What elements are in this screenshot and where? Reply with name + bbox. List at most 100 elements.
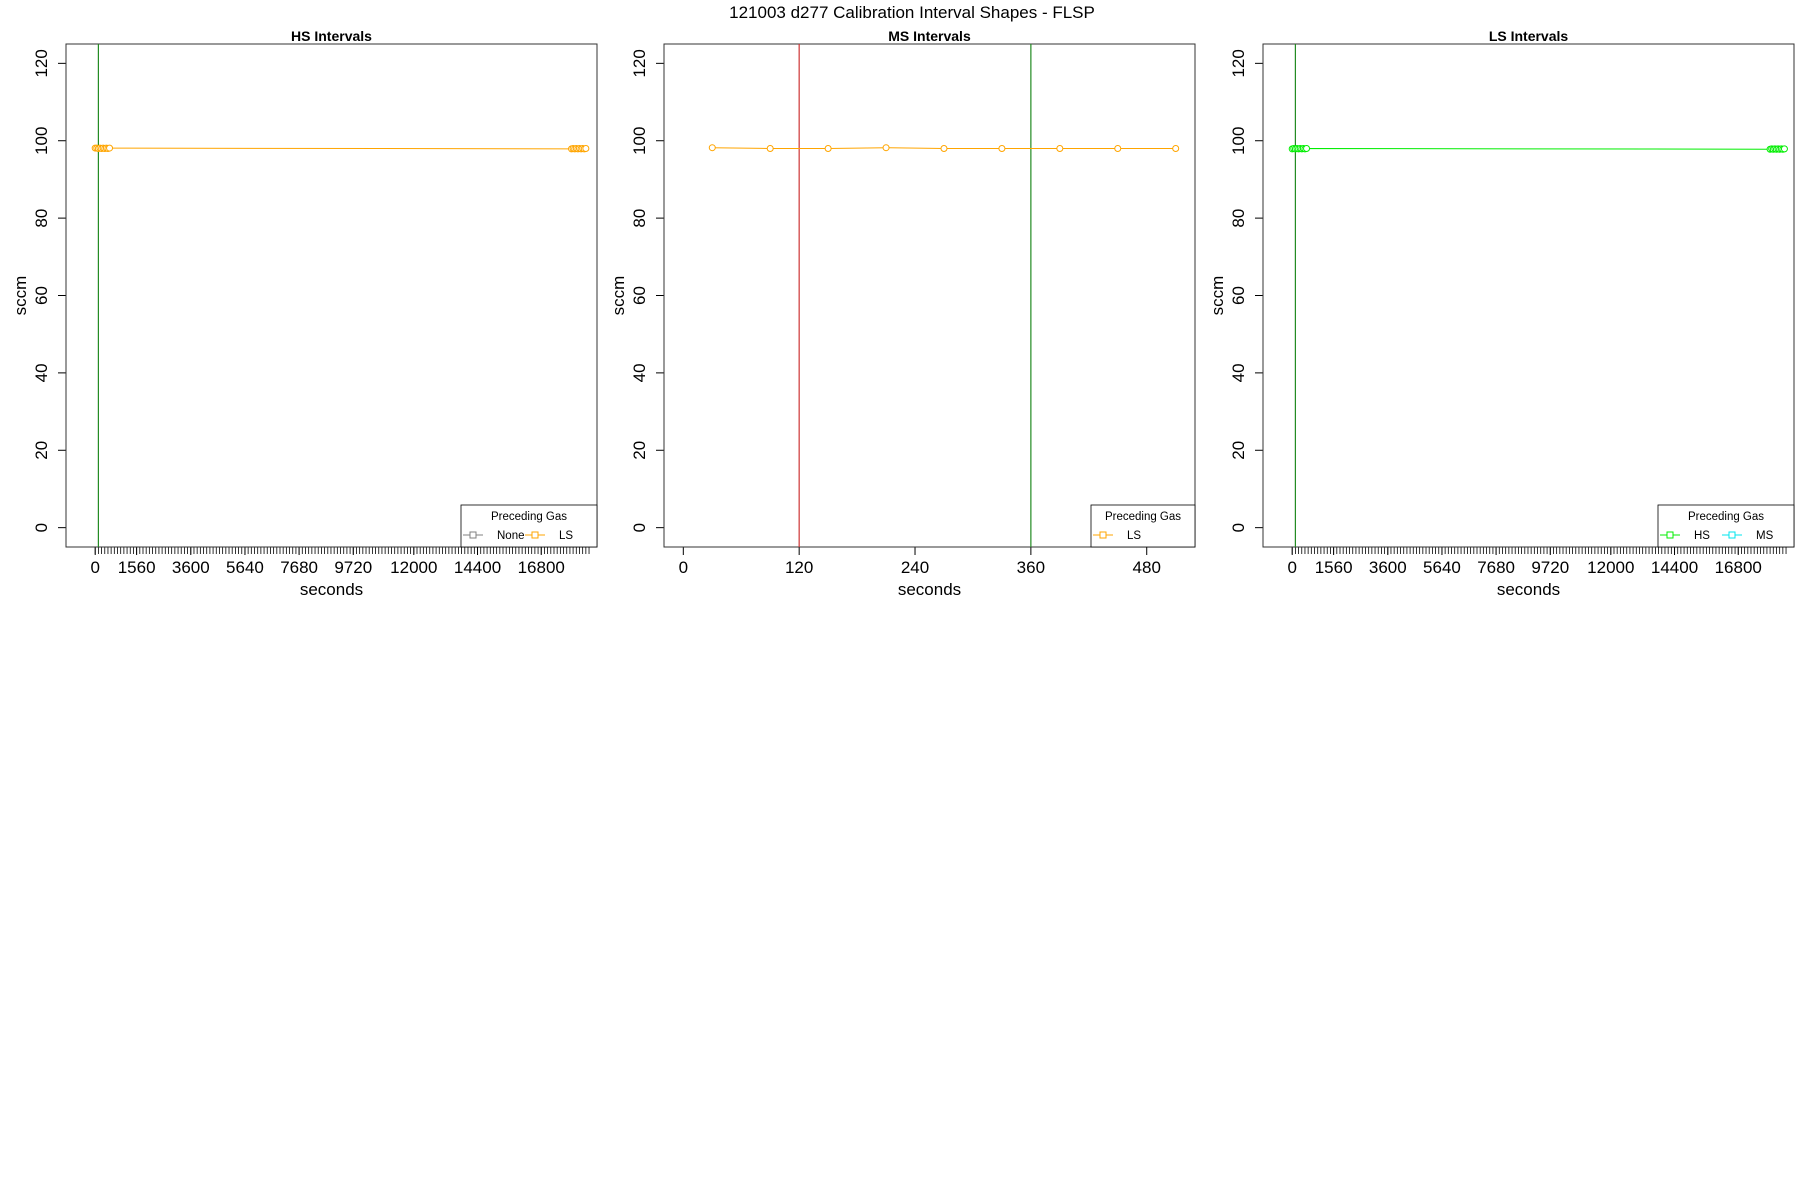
y-tick-label: 0 — [1229, 523, 1248, 532]
y-tick-label: 80 — [1229, 209, 1248, 228]
data-point — [766, 144, 774, 152]
y-tick-label: 20 — [630, 441, 649, 460]
legend-entry-label: None — [497, 530, 525, 542]
x-tick-label: 14400 — [1651, 558, 1698, 577]
x-axis-label: seconds — [898, 580, 961, 599]
plot-frame — [663, 43, 1196, 548]
y-tick-label: 120 — [1229, 49, 1248, 77]
legend-square-marker — [1728, 531, 1736, 539]
legend-entry-label: LS — [1127, 530, 1141, 542]
legend: Preceding Gas HS MS — [1657, 504, 1795, 548]
x-tick-label: 120 — [785, 558, 813, 577]
legend-entry-ls: LS — [1093, 530, 1141, 542]
data-point — [1056, 144, 1064, 152]
x-tick-label: 0 — [1287, 558, 1296, 577]
data-point — [1780, 145, 1788, 153]
x-tick-label: 240 — [901, 558, 929, 577]
chart-title: HS Intervals — [291, 28, 372, 44]
y-axis-label: sccm — [1208, 276, 1227, 316]
legend-entry-none: None — [463, 530, 525, 542]
x-tick-label: 16800 — [1715, 558, 1762, 577]
y-tick-label: 80 — [32, 209, 51, 228]
x-axis: 0 1560 3600 5640 7680 9720 12000 14400 16800 seco… — [1287, 546, 1787, 599]
x-axis: 0 120 240 360 480 seconds — [679, 546, 1161, 599]
x-tick-label: 1560 — [1315, 558, 1353, 577]
legend-square-marker — [531, 531, 539, 539]
legend: Preceding Gas LS — [1090, 504, 1196, 548]
legend-entry-ls: LS — [525, 530, 573, 542]
x-tick-label: 480 — [1133, 558, 1161, 577]
y-tick-label: 0 — [32, 523, 51, 532]
legend-entry-ms: MS — [1722, 530, 1774, 542]
legend-square-marker — [1099, 531, 1107, 539]
x-tick-label: 9720 — [334, 558, 372, 577]
legend-square-marker — [469, 531, 477, 539]
x-tick-label: 1560 — [118, 558, 156, 577]
x-tick-label: 0 — [90, 558, 99, 577]
y-tick-label: 60 — [1229, 286, 1248, 305]
chart-panel-2: MS Intervals 0 120 240 360 480 seconds 0 20 40 60 8… — [609, 28, 1196, 599]
data-point — [106, 144, 114, 152]
y-tick-label: 40 — [32, 363, 51, 382]
legend-title: Preceding Gas — [491, 511, 567, 523]
legend-box — [1090, 504, 1196, 548]
x-tick-label: 7680 — [280, 558, 318, 577]
x-tick-label: 5640 — [1423, 558, 1461, 577]
legend-entry-label: MS — [1756, 530, 1774, 542]
x-tick-label: 12000 — [1587, 558, 1634, 577]
data-point — [998, 144, 1006, 152]
y-tick-label: 100 — [1229, 127, 1248, 155]
y-tick-label: 100 — [32, 127, 51, 155]
y-axis-label: sccm — [609, 276, 628, 316]
legend-square-marker — [1666, 531, 1674, 539]
plot-frame — [65, 43, 598, 548]
x-tick-label: 12000 — [390, 558, 437, 577]
data-point — [708, 144, 716, 152]
y-tick-label: 120 — [32, 49, 51, 77]
x-tick-label: 0 — [679, 558, 688, 577]
data-point — [582, 144, 590, 152]
y-axis: 0 20 40 60 80 100 120 sccm — [1208, 49, 1264, 532]
figure-title: 121003 d277 Calibration Interval Shapes … — [729, 3, 1095, 22]
legend-title: Preceding Gas — [1105, 511, 1181, 523]
x-tick-label: 14400 — [454, 558, 501, 577]
x-tick-label: 3600 — [172, 558, 210, 577]
y-tick-label: 60 — [32, 286, 51, 305]
series-line — [1292, 147, 1785, 150]
y-tick-label: 0 — [630, 523, 649, 532]
data-point — [824, 144, 832, 152]
data-point — [1172, 144, 1180, 152]
x-axis-label: seconds — [1497, 580, 1560, 599]
legend-box — [460, 504, 598, 548]
chart-title: MS Intervals — [888, 28, 971, 44]
y-tick-label: 40 — [630, 363, 649, 382]
chart-panel-3: LS Intervals 0 1560 3600 5640 7680 9720 12000 14… — [1208, 28, 1795, 599]
y-tick-label: 60 — [630, 286, 649, 305]
legend-entry-label: HS — [1694, 530, 1710, 542]
legend-entry-hs: HS — [1660, 530, 1710, 542]
y-tick-label: 20 — [1229, 441, 1248, 460]
y-tick-label: 80 — [630, 209, 649, 228]
x-tick-label: 16800 — [518, 558, 565, 577]
y-axis: 0 20 40 60 80 100 120 sccm — [11, 49, 67, 532]
y-tick-label: 100 — [630, 127, 649, 155]
data-point — [1303, 144, 1311, 152]
x-tick-label: 5640 — [226, 558, 264, 577]
legend-entry-label: LS — [559, 530, 573, 542]
x-axis: 0 1560 3600 5640 7680 9720 12000 14400 16800 seco… — [90, 546, 590, 599]
legend: Preceding Gas None LS — [460, 504, 598, 548]
data-point — [940, 144, 948, 152]
y-tick-label: 20 — [32, 441, 51, 460]
x-tick-label: 7680 — [1477, 558, 1515, 577]
data-point — [882, 144, 890, 152]
chart-title: LS Intervals — [1489, 28, 1569, 44]
series-ls — [91, 144, 590, 153]
y-tick-label: 120 — [630, 49, 649, 77]
x-axis-label: seconds — [300, 580, 363, 599]
plot-frame — [1262, 43, 1795, 548]
series-hs — [1288, 144, 1788, 153]
x-tick-label: 9720 — [1531, 558, 1569, 577]
y-tick-label: 40 — [1229, 363, 1248, 382]
